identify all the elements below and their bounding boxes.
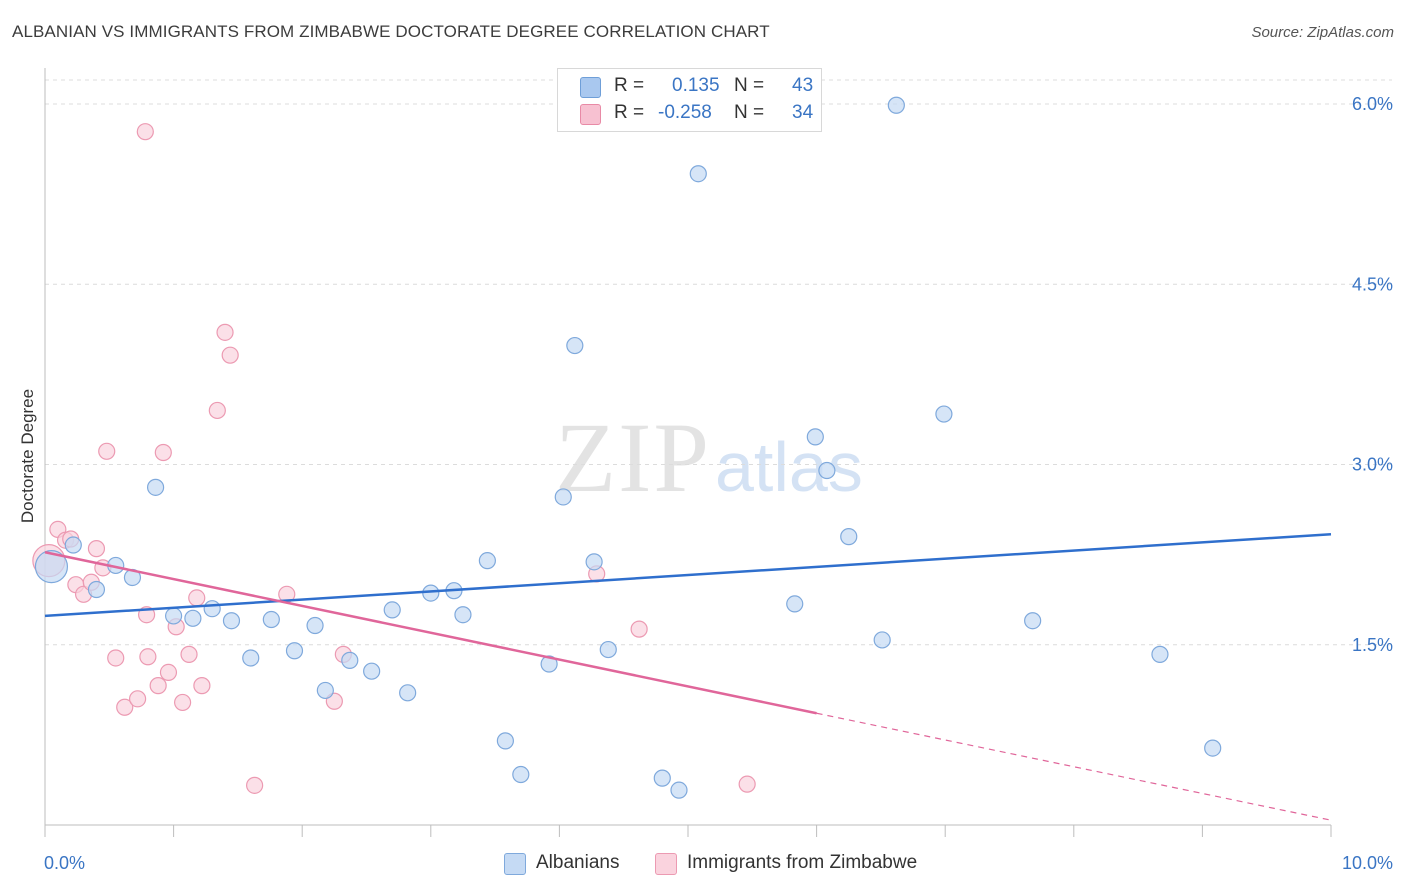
zimbabwe-point	[193, 677, 211, 695]
legend-label-albanians: Albanians	[536, 852, 620, 873]
legend-r-value: 0.135	[672, 75, 720, 96]
zimbabwe-point	[159, 663, 178, 681]
albanians-point	[306, 616, 324, 635]
legend-n-value: 43	[792, 75, 814, 96]
zimbabwe-point	[116, 698, 134, 716]
watermark-atlas: atlas	[715, 428, 863, 506]
albanians-point	[512, 765, 530, 784]
albanians-point	[146, 478, 165, 496]
albanians-point	[585, 553, 603, 571]
albanians-point	[818, 461, 836, 480]
y-tick-label: 4.5%	[1352, 274, 1393, 294]
zimbabwe-point	[246, 776, 264, 794]
legend-r-label: R =	[614, 102, 645, 123]
zimbabwe-point	[630, 620, 648, 638]
albanians-point	[165, 607, 183, 625]
albanians-point	[1151, 645, 1169, 663]
albanians-point	[1204, 739, 1222, 757]
legend-label-zimbabwe: Immigrants from Zimbabwe	[687, 852, 918, 873]
zimbabwe-point	[139, 648, 157, 666]
zimbabwe-point	[221, 346, 239, 364]
zimbabwe-trend-extension	[816, 712, 1332, 821]
zimbabwe-point	[216, 323, 234, 341]
albanians-point	[1024, 612, 1042, 630]
zimbabwe-point	[154, 443, 172, 462]
chart-title: ALBANIAN VS IMMIGRANTS FROM ZIMBABWE DOC…	[12, 22, 770, 41]
legend-n-label: N =	[734, 102, 765, 123]
correlation-legend: R = 0.135 N = 43 R = -0.258 N = 34	[557, 68, 822, 132]
albanians-point	[935, 405, 953, 423]
albanians-point	[363, 662, 381, 680]
zimbabwe-trend-line	[44, 551, 817, 715]
legend-n-label: N =	[734, 75, 765, 96]
zimbabwe-point	[180, 645, 198, 663]
albanians-point	[64, 536, 82, 554]
zimbabwe-point	[136, 123, 154, 141]
albanians-point	[887, 96, 905, 114]
zimbabwe-point	[149, 677, 167, 695]
y-tick-label: 6.0%	[1352, 94, 1393, 114]
zimbabwe-point	[87, 540, 106, 558]
y-tick-label: 3.0%	[1352, 455, 1393, 475]
albanians-point	[670, 781, 688, 799]
albanians-point	[599, 640, 617, 659]
albanians-point	[203, 600, 221, 618]
albanians-point	[786, 595, 804, 613]
zimbabwe-point	[174, 693, 192, 712]
albanians-point	[87, 580, 106, 599]
albanians-point	[242, 649, 260, 667]
albanians-point	[478, 552, 496, 570]
legend-swatch-albanians	[580, 77, 601, 98]
watermark: ZIPatlas	[555, 400, 863, 515]
zimbabwe-point	[107, 649, 125, 667]
albanians-point	[285, 642, 304, 660]
x-tick-label-max: 10.0%	[1342, 853, 1393, 873]
albanians-point	[454, 606, 472, 624]
albanians-point	[689, 165, 707, 183]
albanians-point	[184, 609, 202, 627]
albanians-point	[566, 336, 584, 355]
legend-swatch-zimbabwe-bottom	[655, 853, 677, 875]
albanians-point	[422, 584, 440, 602]
legend-r-value: -0.258	[658, 102, 712, 123]
zimbabwe-point	[188, 589, 206, 607]
albanians-point	[316, 681, 334, 700]
albanians-point	[806, 428, 824, 446]
zimbabwe-point	[208, 401, 226, 420]
albanians-point	[34, 550, 69, 584]
zimbabwe-point	[738, 775, 756, 793]
albanians-point	[653, 769, 671, 787]
albanians-point	[496, 732, 514, 750]
albanians-point	[341, 651, 359, 669]
zimbabwe-point	[128, 690, 147, 708]
legend-swatch-zimbabwe	[580, 104, 601, 125]
y-tick-label: 1.5%	[1352, 635, 1393, 655]
legend-n-value: 34	[792, 102, 814, 123]
albanians-point	[554, 488, 572, 506]
legend-r-label: R =	[614, 75, 645, 96]
albanians-point	[399, 684, 417, 702]
albanians-point	[840, 528, 858, 546]
albanians-point	[383, 601, 401, 619]
albanians-point	[873, 631, 891, 649]
x-tick-label-min: 0.0%	[44, 853, 85, 873]
legend-swatch-albanians-bottom	[504, 853, 526, 875]
source-label: Source: ZipAtlas.com	[1251, 24, 1394, 41]
watermark-zip: ZIP	[555, 402, 711, 513]
albanians-point	[222, 612, 241, 630]
albanians-point	[540, 655, 558, 673]
albanians-point	[262, 610, 280, 629]
zimbabwe-point	[98, 442, 116, 460]
albanians-trend-line	[44, 532, 1332, 618]
